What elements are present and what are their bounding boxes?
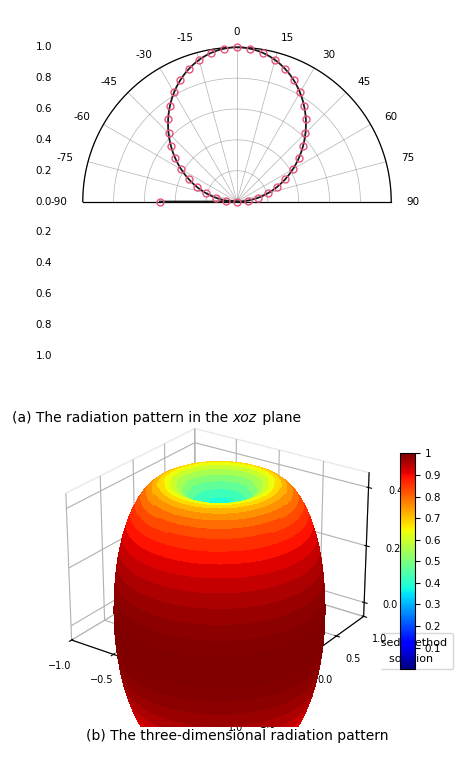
Analytical  solution (303, 115, 309, 124)
Analytical  solution (297, 88, 303, 97)
Line: the proposed method: the proposed method (160, 47, 306, 202)
Text: 30: 30 (322, 49, 335, 59)
Text: plane: plane (258, 411, 301, 425)
Analytical  solution (247, 44, 253, 53)
Text: 0.2: 0.2 (36, 166, 52, 176)
Text: 1.0: 1.0 (36, 42, 52, 52)
Text: 75: 75 (401, 152, 414, 163)
Text: 0.0: 0.0 (36, 196, 52, 206)
Analytical  solution (186, 64, 191, 74)
Analytical  solution (245, 196, 250, 206)
Analytical  solution (302, 128, 308, 138)
the proposed method (277, 59, 283, 69)
Analytical  solution (171, 88, 177, 97)
Text: -90: -90 (50, 196, 67, 206)
Text: 0.2: 0.2 (36, 228, 52, 238)
Text: (a) The radiation pattern in the: (a) The radiation pattern in the (12, 411, 232, 425)
Text: -45: -45 (100, 77, 117, 87)
Analytical  solution (234, 42, 240, 52)
Analytical  solution (296, 153, 301, 163)
Analytical  solution (194, 182, 200, 192)
Text: 60: 60 (384, 112, 397, 122)
Analytical  solution (168, 142, 174, 151)
Text: -60: -60 (73, 112, 90, 122)
Analytical  solution (255, 193, 261, 203)
Line: Analytical  solution: Analytical solution (156, 44, 310, 205)
Analytical  solution (260, 48, 266, 58)
Text: 0.8: 0.8 (36, 74, 52, 83)
Analytical  solution (178, 165, 184, 174)
Analytical  solution (234, 197, 240, 206)
Analytical  solution (265, 188, 271, 198)
the proposed method (255, 46, 260, 56)
Analytical  solution (272, 56, 278, 65)
the proposed method (222, 44, 228, 53)
Analytical  solution (178, 75, 183, 84)
Analytical  solution (291, 75, 296, 84)
the proposed method (225, 43, 231, 52)
Analytical  solution (165, 115, 171, 124)
Text: 1.0: 1.0 (36, 351, 52, 361)
Text: (b) The three-dimensional radiation pattern: (b) The three-dimensional radiation patt… (86, 729, 388, 743)
Text: 0.6: 0.6 (36, 289, 52, 299)
Analytical  solution (221, 44, 227, 53)
Text: 45: 45 (357, 77, 370, 87)
Text: -75: -75 (56, 152, 73, 163)
Legend: the proposed method, Analytical  solution: the proposed method, Analytical solution (291, 633, 453, 669)
the proposed method (292, 160, 298, 170)
Analytical  solution (301, 101, 307, 110)
Text: 0.6: 0.6 (36, 104, 52, 114)
Analytical  solution (283, 174, 288, 184)
Text: 0.4: 0.4 (36, 135, 52, 145)
Text: xoz: xoz (232, 411, 256, 425)
Analytical  solution (300, 142, 306, 151)
Text: 0: 0 (234, 27, 240, 37)
Analytical  solution (213, 193, 219, 203)
the proposed method (243, 196, 248, 206)
Text: 90: 90 (407, 196, 420, 206)
Analytical  solution (283, 64, 288, 74)
Analytical  solution (166, 128, 172, 138)
Analytical  solution (274, 182, 280, 192)
Analytical  solution (196, 56, 202, 65)
Analytical  solution (186, 174, 191, 184)
Analytical  solution (208, 48, 214, 58)
Analytical  solution (290, 165, 296, 174)
Text: 15: 15 (281, 33, 294, 43)
Analytical  solution (167, 101, 173, 110)
the proposed method (234, 42, 239, 52)
the proposed method (157, 197, 163, 206)
Text: 0.4: 0.4 (36, 258, 52, 268)
Analytical  solution (224, 196, 229, 206)
Analytical  solution (173, 153, 178, 163)
Text: -15: -15 (176, 33, 193, 43)
Analytical  solution (203, 188, 209, 198)
the proposed method (234, 197, 240, 206)
Text: -30: -30 (135, 49, 152, 59)
Text: 0.8: 0.8 (36, 320, 52, 330)
Analytical  solution (157, 197, 163, 206)
